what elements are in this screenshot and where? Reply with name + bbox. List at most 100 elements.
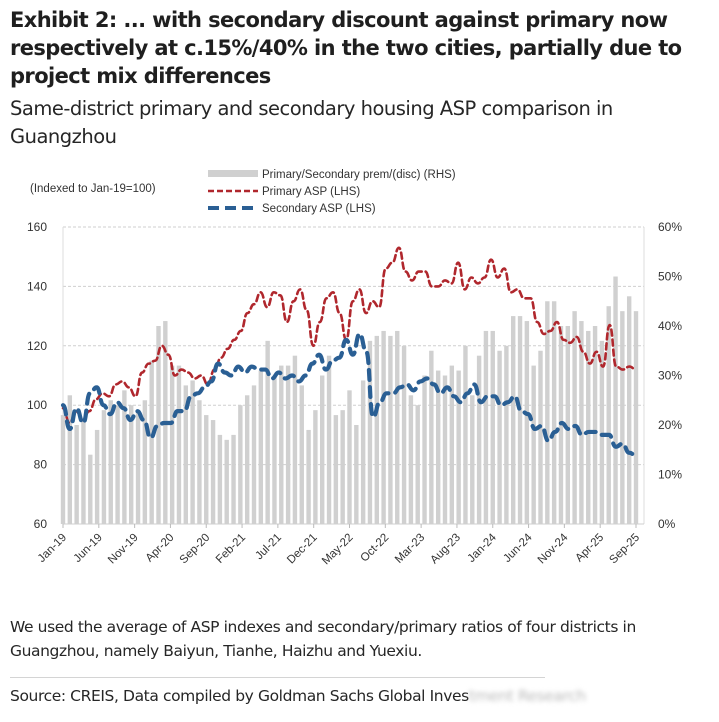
bar <box>449 365 455 524</box>
divider <box>10 677 545 678</box>
bar <box>88 454 93 524</box>
right-tick-label: 0% <box>658 517 676 531</box>
bar <box>415 405 420 524</box>
bar <box>231 434 236 524</box>
x-tick-label: Jan-24 <box>466 531 500 565</box>
bar <box>388 335 393 524</box>
chart-subtitle: Same-district primary and secondary hous… <box>10 97 613 148</box>
x-tick-label: Jun-24 <box>501 531 535 565</box>
bar <box>463 345 468 524</box>
right-tick-label: 10% <box>658 468 682 482</box>
bar <box>572 311 577 524</box>
source-blurred: tment Research <box>468 687 586 705</box>
bar <box>149 360 154 524</box>
bar <box>613 276 618 524</box>
bar <box>395 330 400 524</box>
x-tick-label: Feb-21 <box>214 532 248 566</box>
bar <box>67 395 73 524</box>
legend: (Indexed to Jan-19=100) Primary/Secondar… <box>30 169 456 215</box>
legend-label-secondary: Secondary ASP (LHS) <box>262 203 376 215</box>
bar <box>265 340 270 524</box>
bar <box>422 375 427 524</box>
bar <box>565 326 570 524</box>
bar <box>115 405 120 524</box>
exhibit-title: Exhibit 2: ... with secondary discount a… <box>10 8 682 88</box>
bar <box>306 429 311 524</box>
bar <box>483 330 489 524</box>
bar <box>122 390 127 524</box>
right-tick-label: 60% <box>658 220 682 234</box>
source-text: Source: CREIS, Data compiled by Goldman … <box>10 687 469 705</box>
bar <box>476 355 482 524</box>
bar <box>320 375 325 524</box>
bar <box>620 311 625 524</box>
x-tick-label: Mar-23 <box>393 532 427 566</box>
x-tick-label: Apr-20 <box>144 532 177 565</box>
bar <box>333 415 339 524</box>
legend-swatch-bars <box>208 170 258 177</box>
bar <box>94 429 100 524</box>
legend-label-primary: Primary ASP (LHS) <box>262 186 360 198</box>
bar <box>429 350 434 524</box>
bar <box>74 425 79 524</box>
bar <box>272 375 277 524</box>
bar <box>210 420 216 524</box>
bar <box>579 321 584 524</box>
x-tick-label: Apr-25 <box>573 532 606 565</box>
primary-asp-line <box>61 246 638 425</box>
bar <box>183 385 188 524</box>
x-axis: Jan-19 Jun-19 Nov-19 Apr-20 Sep-20 Feb-21 Jul-… <box>36 524 642 567</box>
bar <box>626 296 632 524</box>
x-tick-label: Sep-20 <box>178 532 213 567</box>
bar <box>401 345 407 524</box>
left-axis: 60 80 100 120 140 160 <box>27 220 47 531</box>
bar <box>599 340 605 524</box>
bar <box>456 370 461 524</box>
bar <box>442 375 448 524</box>
footnote: We used the average of ASP indexes and s… <box>10 618 636 660</box>
right-axis: 0% 10% 20% 30% 40% 50% 60% <box>658 220 682 531</box>
x-tick-label: Dec-21 <box>285 532 320 567</box>
bar <box>251 385 257 524</box>
bar <box>204 415 209 524</box>
bar <box>81 420 86 524</box>
bar <box>524 321 530 524</box>
bar <box>326 355 332 524</box>
right-tick-label: 40% <box>658 319 682 333</box>
bar <box>435 370 441 524</box>
bar <box>367 340 373 524</box>
bar <box>592 326 598 524</box>
left-tick-label: 120 <box>27 339 47 353</box>
bar <box>340 410 345 524</box>
bar <box>244 395 250 524</box>
bar <box>108 400 113 524</box>
bar <box>374 335 379 524</box>
bar <box>299 385 304 524</box>
source-line: Source: CREIS, Data compiled by Goldman … <box>10 684 586 708</box>
bar <box>586 330 591 524</box>
bar <box>531 365 536 524</box>
bar <box>292 355 298 524</box>
bar <box>545 301 550 524</box>
bar <box>313 410 318 524</box>
secondary-asp-line <box>60 331 639 458</box>
bar <box>176 365 182 524</box>
bar <box>347 390 352 524</box>
line-series <box>60 246 639 458</box>
index-note: (Indexed to Jan-19=100) <box>30 183 156 195</box>
x-tick-label: Aug-23 <box>428 532 463 567</box>
bar <box>190 380 195 524</box>
bar <box>60 415 66 524</box>
bar <box>238 405 243 524</box>
x-tick-label: Jun-19 <box>72 532 105 565</box>
bar <box>504 345 509 524</box>
left-tick-label: 60 <box>34 517 48 531</box>
bar <box>497 350 502 524</box>
x-tick-label: Sep-25 <box>607 532 642 567</box>
left-tick-label: 160 <box>27 220 47 234</box>
bar <box>258 370 264 524</box>
left-tick-label: 80 <box>34 458 48 472</box>
bar <box>101 410 107 524</box>
legend-label-bars: Primary/Secondary prem/(disc) (RHS) <box>262 169 456 181</box>
bar <box>197 400 202 524</box>
